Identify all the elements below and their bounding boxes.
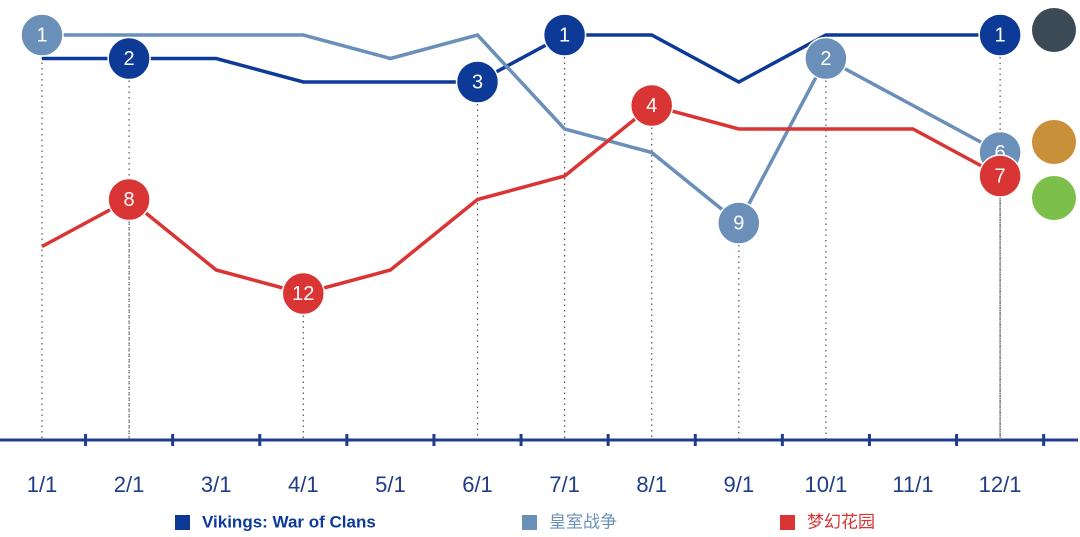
rank-marker xyxy=(717,201,761,245)
rank-marker xyxy=(542,13,587,57)
x-tick-label: 1/1 xyxy=(27,472,58,497)
value-label: 1 xyxy=(559,24,570,46)
legend-swatch xyxy=(522,515,537,530)
value-label: 3 xyxy=(472,71,483,93)
rank-marker xyxy=(978,13,1022,57)
rank-marker xyxy=(107,36,151,81)
x-tick-label: 12/1 xyxy=(979,472,1022,497)
rank-marker xyxy=(281,271,326,316)
legend-label: 梦幻花园 xyxy=(807,512,875,531)
legend-label: Vikings: War of Clans xyxy=(202,512,376,531)
rank-marker xyxy=(629,83,674,128)
x-tick-label: 11/1 xyxy=(892,472,933,497)
series-line xyxy=(42,33,1001,84)
value-label: 2 xyxy=(124,48,135,70)
value-label: 9 xyxy=(733,212,744,234)
x-tick-label: 10/1 xyxy=(804,472,847,497)
rank-marker xyxy=(804,36,848,81)
x-tick-label: 5/1 xyxy=(375,472,406,497)
value-label: 2 xyxy=(820,48,831,70)
value-label: 1 xyxy=(995,24,1006,46)
series-line xyxy=(41,103,1001,296)
x-tick-label: 4/1 xyxy=(288,472,319,497)
legend-swatch xyxy=(780,515,795,530)
rank-marker xyxy=(20,13,64,57)
rank-marker xyxy=(455,60,500,104)
app-icons xyxy=(1032,8,1076,220)
x-tick-label: 2/1 xyxy=(114,472,145,497)
value-label: 4 xyxy=(646,95,657,117)
rank-marker xyxy=(107,177,151,222)
rank-marker xyxy=(978,154,1022,198)
value-label: 8 xyxy=(124,189,135,211)
value-label: 12 xyxy=(292,283,314,305)
value-label: 7 xyxy=(995,165,1006,187)
value-label: 1 xyxy=(36,24,47,46)
x-tick-label: 9/1 xyxy=(724,472,755,497)
x-tick-label: 6/1 xyxy=(462,472,493,497)
x-tick-label: 3/1 xyxy=(201,472,232,497)
x-tick-label: 8/1 xyxy=(636,472,667,497)
value-label: 6 xyxy=(995,142,1006,164)
legend-label: 皇室战争 xyxy=(549,512,617,531)
x-tick-label: 7/1 xyxy=(549,472,580,497)
legend-swatch xyxy=(175,515,190,530)
